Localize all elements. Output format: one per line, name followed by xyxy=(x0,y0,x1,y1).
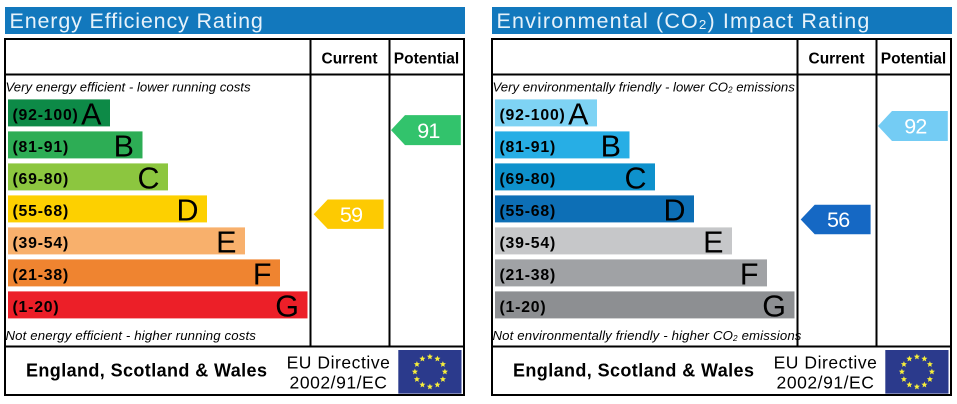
svg-text:(81-91): (81-91) xyxy=(500,139,557,156)
svg-text:(39-54): (39-54) xyxy=(500,235,557,252)
svg-text:(81-91): (81-91) xyxy=(13,139,70,156)
svg-text:D: D xyxy=(663,193,685,227)
svg-text:G: G xyxy=(762,289,786,323)
svg-text:(69-80): (69-80) xyxy=(500,171,557,188)
svg-text:(1-20): (1-20) xyxy=(13,299,60,316)
svg-text:59: 59 xyxy=(340,203,362,227)
svg-text:(92-100): (92-100) xyxy=(13,107,79,124)
svg-text:E: E xyxy=(216,225,236,259)
svg-text:92: 92 xyxy=(904,115,926,139)
svg-text:Very environmentally friendly: Very environmentally friendly - lower CO… xyxy=(493,79,796,94)
svg-text:C: C xyxy=(137,161,159,195)
svg-text:D: D xyxy=(176,193,198,227)
svg-text:(21-38): (21-38) xyxy=(13,267,70,284)
svg-text:Not energy efficient - higher: Not energy efficient - higher running co… xyxy=(6,328,257,343)
svg-text:Current: Current xyxy=(322,50,378,67)
svg-text:EU Directive: EU Directive xyxy=(774,352,878,372)
svg-text:(1-20): (1-20) xyxy=(500,299,547,316)
svg-text:(21-38): (21-38) xyxy=(500,267,557,284)
svg-text:(55-68): (55-68) xyxy=(500,203,557,220)
svg-text:England, Scotland & Wales: England, Scotland & Wales xyxy=(513,360,754,380)
svg-text:(39-54): (39-54) xyxy=(13,235,70,252)
svg-text:Very energy efficient - lower: Very energy efficient - lower running co… xyxy=(6,79,251,94)
svg-text:E: E xyxy=(703,225,723,259)
svg-text:Current: Current xyxy=(809,50,865,67)
svg-text:A: A xyxy=(81,97,102,131)
svg-text:England, Scotland & Wales: England, Scotland & Wales xyxy=(26,360,267,380)
svg-text:2002/91/EC: 2002/91/EC xyxy=(290,372,388,392)
svg-text:Potential: Potential xyxy=(394,50,459,67)
svg-text:A: A xyxy=(568,97,589,131)
svg-text:Not environmentally friendly -: Not environmentally friendly - higher CO… xyxy=(493,328,802,343)
svg-text:(69-80): (69-80) xyxy=(13,171,70,188)
svg-text:91: 91 xyxy=(417,119,439,143)
svg-text:Environmental (CO2) Impact Rat: Environmental (CO2) Impact Rating xyxy=(497,9,871,33)
svg-text:F: F xyxy=(740,257,759,291)
svg-text:2002/91/EC: 2002/91/EC xyxy=(777,372,875,392)
svg-text:B: B xyxy=(114,129,134,163)
svg-text:G: G xyxy=(275,289,299,323)
svg-text:B: B xyxy=(601,129,621,163)
svg-text:EU Directive: EU Directive xyxy=(287,352,391,372)
svg-text:(55-68): (55-68) xyxy=(13,203,70,220)
svg-text:Energy Efficiency Rating: Energy Efficiency Rating xyxy=(10,9,264,33)
svg-text:C: C xyxy=(624,161,646,195)
svg-text:(92-100): (92-100) xyxy=(500,107,566,124)
svg-text:56: 56 xyxy=(827,208,850,232)
svg-text:Potential: Potential xyxy=(881,50,946,67)
svg-text:F: F xyxy=(253,257,272,291)
